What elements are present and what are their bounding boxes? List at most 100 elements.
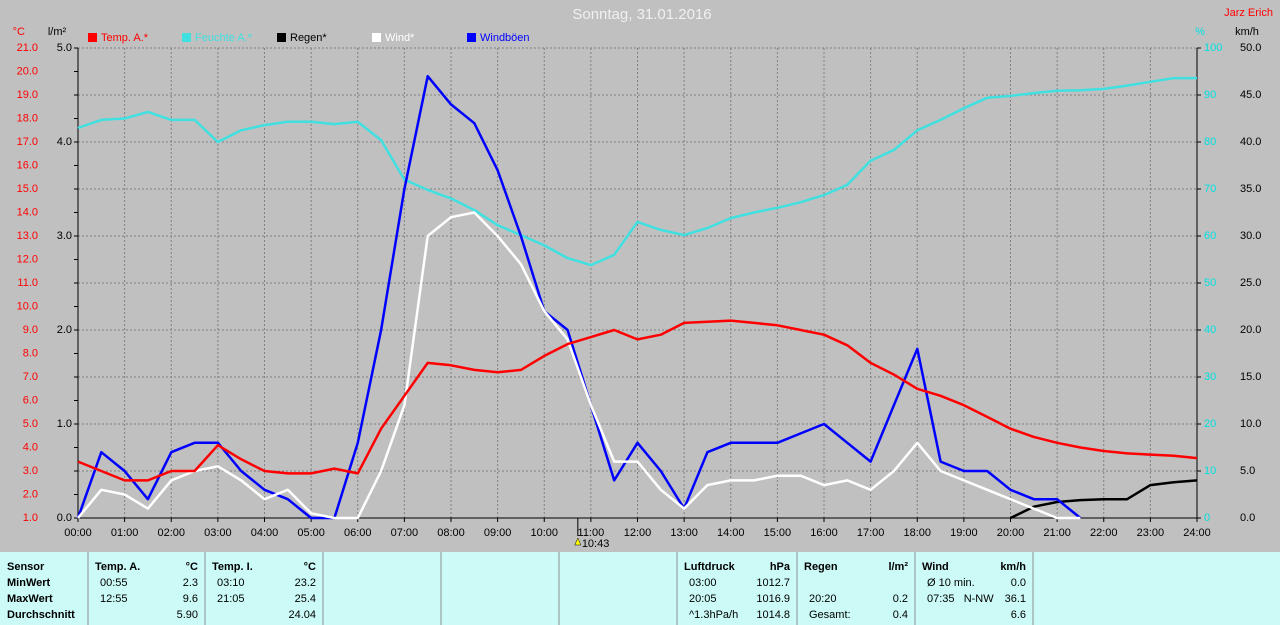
x-tick-label: 16:00: [810, 527, 838, 539]
y-tick-label: 30: [1204, 371, 1216, 383]
y-tick-label: 11.0: [17, 277, 38, 289]
group-name: Temp. I.: [212, 561, 253, 573]
x-tick-label: 12:00: [624, 527, 652, 539]
row-label: MaxWert: [7, 593, 53, 605]
row-label: MinWert: [7, 577, 51, 589]
x-tick-label: 11:00: [578, 527, 605, 539]
legend-swatch: [182, 33, 191, 42]
stat-time: 03:10: [217, 577, 245, 589]
stat-value: 1014.8: [756, 609, 790, 621]
y-tick-label: 3.0: [57, 230, 72, 242]
x-tick-label: 22:00: [1090, 527, 1118, 539]
x-tick-label: 17:00: [857, 527, 885, 539]
group-name: Wind: [922, 561, 949, 573]
y-tick-label: 20.0: [17, 65, 38, 77]
stat-value: 9.6: [183, 593, 198, 605]
x-tick-label: 02:00: [157, 527, 185, 539]
x-tick-label: 18:00: [903, 527, 931, 539]
x-tick-label: 14:00: [717, 527, 745, 539]
stat-time: 00:55: [100, 577, 128, 589]
y-tick-label: 30.0: [1240, 230, 1261, 242]
y-tick-label: 20: [1204, 418, 1216, 430]
stat-time: 12:55: [100, 593, 128, 605]
stat-time: 03:00: [689, 577, 717, 589]
y-tick-label: 2.0: [23, 488, 38, 500]
legend-swatch: [88, 33, 97, 42]
y-tick-label: 0.0: [57, 512, 72, 524]
author: Jarz Erich: [1224, 7, 1273, 19]
stat-time: Gesamt:: [809, 609, 851, 621]
stat-value: 36.1: [1005, 593, 1026, 605]
x-tick-label: 24:00: [1183, 527, 1211, 539]
series-line: [76, 74, 1082, 520]
legend-label: Regen*: [290, 32, 327, 44]
y-tick-label: 15.0: [1240, 371, 1261, 383]
legend-label: Windböen: [480, 32, 530, 44]
y-tick-label: 14.0: [17, 206, 38, 218]
y-tick-label: 60: [1204, 230, 1216, 242]
y-tick-label: 5.0: [23, 418, 38, 430]
y-tick-label: 21.0: [17, 42, 38, 54]
y-tick-label: 70: [1204, 183, 1216, 195]
stat-value: 25.4: [295, 593, 316, 605]
y-tick-label: 35.0: [1240, 183, 1261, 195]
stat-value: 2.3: [183, 577, 198, 589]
y-tick-label: 4.0: [23, 441, 38, 453]
y-tick-label: 40.0: [1240, 136, 1261, 148]
x-tick-label: 04:00: [251, 527, 279, 539]
stat-time: 20:20: [809, 593, 837, 605]
y-tick-label: 9.0: [23, 324, 38, 336]
stat-value: 1012.7: [756, 577, 790, 589]
row-label: Durchschnitt: [7, 609, 75, 621]
stat-value: 6.6: [1011, 609, 1026, 621]
y-tick-label: 3.0: [23, 465, 38, 477]
y-tick-label: 10.0: [1240, 418, 1261, 430]
group-unit: km/h: [1000, 561, 1026, 573]
axis-label: °C: [13, 26, 25, 38]
y-tick-label: 0.0: [1240, 512, 1255, 524]
series-line: [77, 211, 1081, 520]
group-name: Temp. A.: [95, 561, 140, 573]
y-tick-label: 90: [1204, 89, 1216, 101]
y-tick-label: 19.0: [17, 89, 38, 101]
stat-value: 5.90: [177, 609, 198, 621]
y-tick-label: 1.0: [57, 418, 72, 430]
group-unit: °C: [304, 561, 316, 573]
legend-swatch: [277, 33, 286, 42]
y-tick-label: 12.0: [17, 253, 38, 265]
stat-value: 23.2: [295, 577, 316, 589]
axis-label: %: [1195, 26, 1205, 38]
y-tick-label: 13.0: [17, 230, 38, 242]
legend-swatch: [467, 33, 476, 42]
group-name: Regen: [804, 561, 838, 573]
y-tick-label: 7.0: [23, 371, 38, 383]
x-tick-label: 05:00: [297, 527, 325, 539]
series-line: [77, 76, 1197, 267]
y-tick-label: 5.0: [57, 42, 72, 54]
stat-time: ^1.3hPa/h: [689, 609, 738, 621]
y-tick-label: 50: [1204, 277, 1216, 289]
x-tick-label: 19:00: [950, 527, 978, 539]
y-tick-label: 80: [1204, 136, 1216, 148]
stat-time: 21:05: [217, 593, 245, 605]
series-line: [1009, 479, 1198, 520]
y-tick-label: 50.0: [1240, 42, 1261, 54]
y-tick-label: 5.0: [1240, 465, 1255, 477]
y-tick-label: 40: [1204, 324, 1216, 336]
x-tick-label: 03:00: [204, 527, 232, 539]
stats-panel: [0, 552, 1280, 625]
legend-label: Temp. A.*: [101, 32, 149, 44]
legend-label: Feuchte A.*: [195, 32, 253, 44]
annotation-marker: [574, 537, 582, 546]
y-tick-label: 8.0: [23, 347, 38, 359]
x-tick-label: 06:00: [344, 527, 372, 539]
y-tick-label: 18.0: [17, 112, 38, 124]
y-tick-label: 1.0: [23, 512, 38, 524]
x-tick-label: 00:00: [64, 527, 92, 539]
stat-value: 0.0: [1011, 577, 1026, 589]
stat-value: 0.2: [893, 593, 908, 605]
legend-label: Wind*: [385, 32, 415, 44]
stat-value: 1016.9: [756, 593, 790, 605]
x-tick-label: 10:00: [530, 527, 558, 539]
